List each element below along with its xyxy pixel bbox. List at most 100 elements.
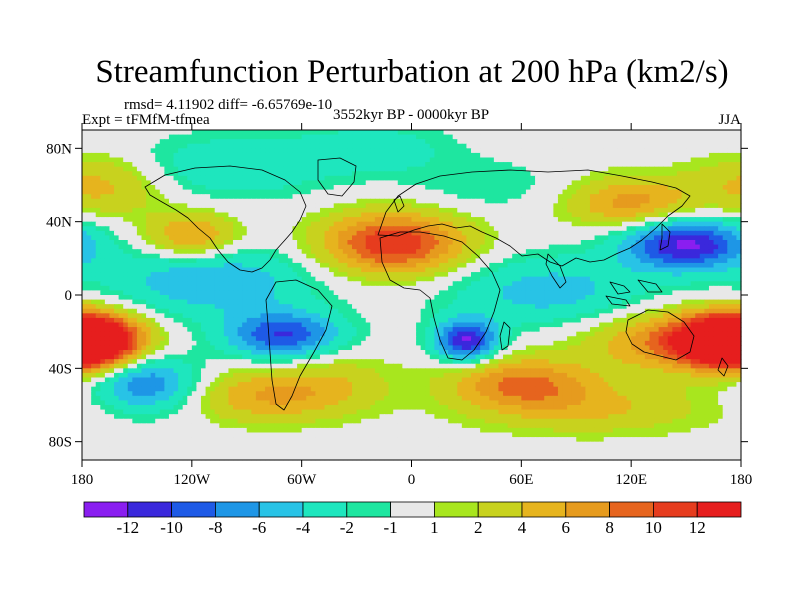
- field-cell: [599, 143, 605, 149]
- field-cell: [681, 244, 687, 250]
- field-cell: [287, 249, 294, 255]
- field-cell: [576, 134, 582, 140]
- field-cell: [681, 235, 687, 241]
- field-cell: [333, 272, 339, 278]
- field-cell: [136, 143, 143, 149]
- field-cell: [228, 194, 234, 200]
- field-cell: [274, 180, 280, 186]
- field-cell: [521, 230, 527, 237]
- field-cell: [402, 226, 408, 232]
- field-cell: [489, 221, 495, 227]
- field-cell: [278, 258, 284, 264]
- field-cell: [686, 189, 692, 195]
- field-cell: [287, 267, 294, 273]
- field-cell: [539, 267, 545, 273]
- field-cell: [635, 194, 641, 200]
- field-cell: [484, 171, 490, 177]
- field-cell: [333, 235, 339, 241]
- field-cell: [242, 221, 248, 227]
- field-cell: [654, 217, 660, 223]
- field-cell: [182, 258, 188, 264]
- field-cell: [530, 185, 536, 191]
- field-cell: [388, 139, 394, 145]
- field-cell: [452, 130, 458, 136]
- field-cell: [242, 267, 248, 273]
- field-cell: [164, 162, 170, 168]
- field-cell: [178, 276, 184, 282]
- field-cell: [676, 276, 683, 282]
- field-cell: [676, 185, 683, 191]
- field-cell: [260, 276, 266, 282]
- field-cell: [402, 244, 408, 250]
- field-cell: [164, 258, 170, 264]
- field-cell: [480, 189, 486, 195]
- field-cell: [480, 240, 486, 246]
- field-cell: [114, 235, 120, 241]
- field-cell: [269, 203, 275, 209]
- field-cell: [297, 134, 303, 140]
- field-cell: [557, 152, 564, 159]
- field-cell: [196, 203, 202, 209]
- field-cell: [704, 203, 710, 209]
- field-cell: [315, 262, 321, 269]
- field-cell: [136, 262, 143, 269]
- field-cell: [654, 244, 660, 250]
- field-cell: [727, 276, 733, 282]
- field-cell: [132, 217, 138, 223]
- field-cell: [95, 235, 101, 241]
- field-cell: [297, 207, 303, 214]
- field-cell: [168, 267, 175, 273]
- field-cell: [617, 189, 623, 195]
- field-cell: [109, 235, 115, 241]
- field-cell: [448, 240, 454, 246]
- field-cell: [361, 198, 367, 204]
- field-cell: [319, 185, 326, 191]
- field-cell: [704, 134, 710, 140]
- field-cell: [187, 180, 193, 186]
- field-cell: [731, 157, 738, 163]
- field-cell: [603, 276, 609, 282]
- field-cell: [553, 281, 559, 287]
- field-cell: [667, 240, 673, 246]
- field-cell: [708, 134, 715, 140]
- field-cell: [553, 152, 559, 159]
- field-cell: [255, 285, 262, 292]
- field-cell: [297, 198, 303, 204]
- field-cell: [704, 244, 710, 250]
- field-cell: [118, 148, 124, 154]
- field-cell: [109, 180, 115, 186]
- field-cell: [663, 152, 669, 159]
- field-cell: [672, 157, 678, 163]
- field-cell: [525, 258, 532, 264]
- field-cell: [704, 139, 710, 145]
- field-cell: [731, 194, 738, 200]
- field-cell: [365, 157, 371, 163]
- field-cell: [397, 244, 403, 250]
- field-cell: [260, 244, 266, 250]
- field-cell: [484, 130, 490, 136]
- field-cell: [411, 130, 417, 136]
- field-cell: [704, 235, 710, 241]
- field-cell: [489, 180, 495, 186]
- field-cell: [379, 166, 385, 172]
- field-cell: [567, 267, 573, 273]
- field-cell: [370, 281, 376, 287]
- field-cell: [338, 276, 344, 282]
- field-cell: [548, 189, 554, 195]
- field-cell: [731, 143, 738, 149]
- field-cell: [631, 253, 637, 259]
- field-cell: [420, 185, 426, 191]
- field-cell: [567, 281, 573, 287]
- field-cell: [731, 162, 738, 168]
- field-cell: [589, 267, 596, 273]
- field-cell: [438, 244, 445, 250]
- field-cell: [361, 240, 367, 246]
- field-cell: [626, 272, 632, 278]
- field-cell: [278, 221, 284, 227]
- field-cell: [242, 166, 248, 172]
- field-cell: [306, 139, 312, 145]
- field-cell: [214, 212, 220, 218]
- field-cell: [521, 185, 527, 191]
- field-cell: [109, 267, 115, 273]
- field-cell: [525, 230, 532, 237]
